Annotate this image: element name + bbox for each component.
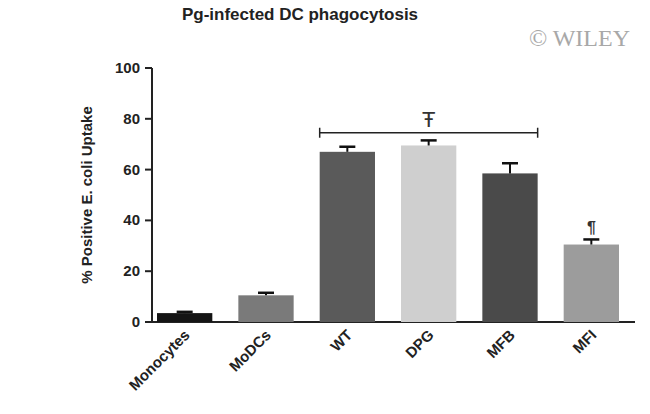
bar bbox=[482, 173, 537, 322]
x-tick-label: WT bbox=[327, 326, 356, 355]
bracket-end bbox=[319, 128, 321, 138]
error-cap bbox=[421, 139, 437, 142]
title: Pg-infected DC phagocytosis bbox=[182, 5, 418, 24]
x-tick-label: MFI bbox=[569, 326, 599, 356]
bar bbox=[320, 152, 375, 322]
error-cap bbox=[339, 145, 355, 148]
y-axis-label: % Positive E. coli Uptake bbox=[78, 106, 95, 284]
annotation: ¶ bbox=[587, 219, 596, 236]
y-tick-label: 60 bbox=[123, 161, 140, 178]
watermark: © WILEY bbox=[529, 25, 630, 51]
error-bar bbox=[258, 293, 274, 296]
y-tick bbox=[145, 169, 152, 171]
y-tick-label: 0 bbox=[132, 313, 140, 330]
y-tick-label: 80 bbox=[123, 110, 140, 127]
y-tick-label: 20 bbox=[123, 262, 140, 279]
error-bar bbox=[583, 239, 599, 244]
annotation: Ŧ bbox=[422, 107, 435, 132]
bar bbox=[401, 145, 456, 322]
error-bar bbox=[339, 147, 355, 152]
x-tick-label: DPG bbox=[402, 326, 437, 361]
bracket-end bbox=[537, 128, 539, 138]
bracket bbox=[320, 132, 538, 134]
y-tick-label: 40 bbox=[123, 211, 140, 228]
chart-container: Pg-infected DC phagocytosis © WILEY % Posi… bbox=[0, 0, 650, 414]
y-tick bbox=[145, 321, 152, 323]
y-tick bbox=[145, 118, 152, 120]
error-cap bbox=[502, 162, 518, 165]
y-tick-label: 100 bbox=[115, 59, 140, 76]
bar bbox=[238, 295, 293, 322]
error-cap bbox=[258, 292, 274, 295]
y-axis bbox=[151, 68, 153, 322]
x-tick-label: MoDCs bbox=[226, 326, 275, 375]
error-bar bbox=[177, 312, 193, 313]
bar bbox=[157, 313, 212, 322]
y-tick bbox=[145, 219, 152, 221]
bar bbox=[564, 245, 619, 322]
y-tick bbox=[145, 67, 152, 69]
error-line bbox=[509, 163, 511, 173]
x-tick-label: MFB bbox=[483, 326, 518, 361]
bars bbox=[157, 140, 619, 322]
y-tick bbox=[145, 270, 152, 272]
chart-svg: Pg-infected DC phagocytosis © WILEY % Posi… bbox=[0, 0, 650, 414]
x-axis bbox=[152, 321, 635, 323]
error-cap bbox=[583, 238, 599, 241]
error-bar bbox=[421, 140, 437, 145]
x-tick-label: Monocytes bbox=[125, 326, 192, 393]
error-cap bbox=[177, 311, 193, 314]
error-bar bbox=[502, 163, 518, 173]
